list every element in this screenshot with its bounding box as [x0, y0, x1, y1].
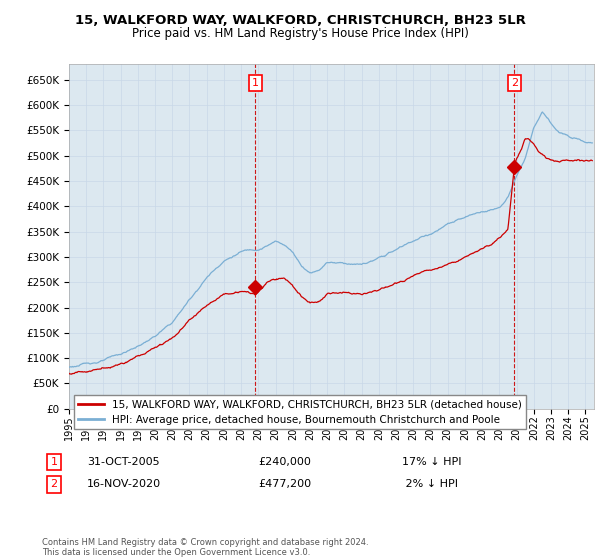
Text: 16-NOV-2020: 16-NOV-2020 — [87, 479, 161, 489]
Text: £240,000: £240,000 — [258, 457, 311, 467]
Text: Contains HM Land Registry data © Crown copyright and database right 2024.
This d: Contains HM Land Registry data © Crown c… — [42, 538, 368, 557]
Text: 2% ↓ HPI: 2% ↓ HPI — [402, 479, 458, 489]
Text: 17% ↓ HPI: 17% ↓ HPI — [402, 457, 461, 467]
Text: £477,200: £477,200 — [258, 479, 311, 489]
Text: 2: 2 — [50, 479, 58, 489]
Text: 2: 2 — [511, 78, 518, 88]
Text: Price paid vs. HM Land Registry's House Price Index (HPI): Price paid vs. HM Land Registry's House … — [131, 27, 469, 40]
Text: 1: 1 — [252, 78, 259, 88]
Text: 1: 1 — [50, 457, 58, 467]
Legend: 15, WALKFORD WAY, WALKFORD, CHRISTCHURCH, BH23 5LR (detached house), HPI: Averag: 15, WALKFORD WAY, WALKFORD, CHRISTCHURCH… — [74, 395, 526, 429]
Text: 31-OCT-2005: 31-OCT-2005 — [87, 457, 160, 467]
Text: 15, WALKFORD WAY, WALKFORD, CHRISTCHURCH, BH23 5LR: 15, WALKFORD WAY, WALKFORD, CHRISTCHURCH… — [74, 14, 526, 27]
